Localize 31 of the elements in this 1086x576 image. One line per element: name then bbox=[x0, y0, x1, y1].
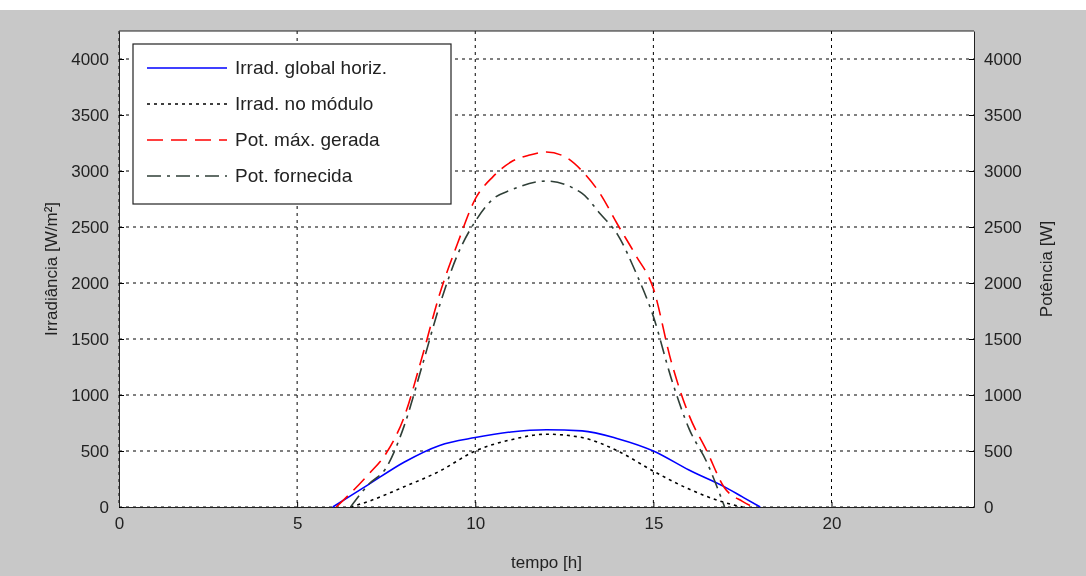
x-tick-label: 15 bbox=[644, 514, 664, 534]
legend-label: Pot. fornecida bbox=[235, 165, 353, 186]
legend-label: Irrad. global horiz. bbox=[235, 57, 388, 78]
y2-tick-label: 4000 bbox=[984, 49, 1022, 69]
y2-tick-label: 2000 bbox=[984, 273, 1022, 293]
y-tick-label: 1000 bbox=[71, 385, 109, 405]
y2-tick-label: 1500 bbox=[984, 329, 1022, 349]
x-tick-label: 0 bbox=[114, 514, 125, 534]
y-tick-label: 2000 bbox=[71, 273, 109, 293]
y2-tick-label: 2500 bbox=[984, 217, 1022, 237]
line-series bbox=[349, 180, 726, 508]
y2-axis-title: Potência [W] bbox=[1037, 220, 1056, 318]
y-tick-label: 3500 bbox=[71, 105, 109, 125]
y2-tick-label: 3500 bbox=[984, 105, 1022, 125]
y2-tick-label: 500 bbox=[984, 441, 1013, 461]
y-tick-label: 2500 bbox=[71, 217, 109, 237]
y-axis-title: Irradiância [W/m²] bbox=[42, 201, 61, 337]
y2-tick-label: 0 bbox=[984, 497, 994, 517]
x-tick-label: 10 bbox=[466, 514, 486, 534]
y-tick-label: 1500 bbox=[71, 329, 109, 349]
x-tick-label: 5 bbox=[292, 514, 303, 534]
y-tick-label: 4000 bbox=[71, 49, 109, 69]
x-tick-label: 20 bbox=[822, 514, 842, 534]
x-axis-title: tempo [h] bbox=[511, 553, 582, 572]
y2-tick-label: 3000 bbox=[984, 161, 1022, 181]
y-tick-label: 0 bbox=[99, 497, 109, 517]
legend-label: Pot. máx. gerada bbox=[235, 129, 381, 150]
y-tick-label: 500 bbox=[80, 441, 109, 461]
y-tick-label: 3000 bbox=[71, 161, 109, 181]
legend-label: Irrad. no módulo bbox=[235, 93, 374, 114]
y2-tick-label: 1000 bbox=[984, 385, 1022, 405]
